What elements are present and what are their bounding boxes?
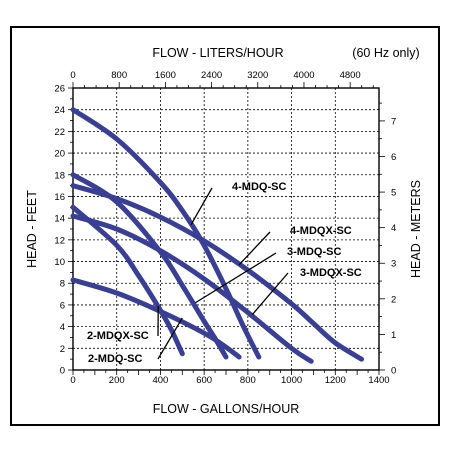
label-2-mdq-sc: 2-MDQ-SC xyxy=(88,353,142,365)
top-tick-label: 0 xyxy=(70,70,75,81)
top-tick-label: 4800 xyxy=(340,70,361,81)
x-tick-label: 1200 xyxy=(325,375,346,386)
curve-2-mdqx-sc xyxy=(70,204,185,357)
y-tick-label: 18 xyxy=(54,170,65,181)
label-2-mdqx-sc: 2-MDQX-SC xyxy=(87,330,149,342)
leader-4-mdqx-sc xyxy=(238,231,271,266)
x-tick-label: 0 xyxy=(70,375,75,386)
y-tick-label: 10 xyxy=(54,257,65,268)
curve-3-mdqx-sc xyxy=(70,213,314,364)
pump-curves xyxy=(70,107,364,364)
curve-4-mdq-sc xyxy=(70,107,262,360)
frequency-note: (60 Hz only) xyxy=(352,46,419,60)
leader-4-mdq-sc xyxy=(190,187,213,225)
right-tick-label: 5 xyxy=(391,188,396,199)
y-tick-label: 2 xyxy=(60,344,65,355)
leader-3-mdqx-sc xyxy=(251,272,289,316)
top-tick-label: 1600 xyxy=(155,70,176,81)
top-tick-label: 4000 xyxy=(293,70,314,81)
right-tick-label: 0 xyxy=(391,366,396,377)
right-tick-label: 2 xyxy=(391,294,396,305)
chart-frame xyxy=(10,26,440,426)
x-tick-label: 200 xyxy=(109,375,125,386)
left-axis-title: HEAD - FEET xyxy=(25,190,39,268)
y-tick-label: 14 xyxy=(54,214,65,225)
bottom-axis-title: FLOW - GALLONS/HOUR xyxy=(153,402,300,416)
top-tick-label: 2400 xyxy=(201,70,222,81)
curve-labels: 4-MDQ-SC 4-MDQX-SC 3-MDQ-SC 3-MDQX-SC 2-MDQX… xyxy=(87,181,362,365)
x-tick-label: 800 xyxy=(240,375,256,386)
right-tick-label: 3 xyxy=(391,259,396,270)
y-tick-label: 16 xyxy=(54,192,65,203)
y-tick-label: 6 xyxy=(60,300,65,311)
right-tick-label: 6 xyxy=(391,152,396,163)
label-3-mdq-sc: 3-MDQ-SC xyxy=(287,246,341,258)
y-tick-label: 20 xyxy=(54,149,65,160)
y-tick-label: 26 xyxy=(54,84,65,95)
right-axis-title: HEAD - METERS xyxy=(409,180,423,278)
y-tick-label: 12 xyxy=(54,235,65,246)
y-tick-label: 24 xyxy=(54,105,65,116)
y-tick-label: 8 xyxy=(60,279,65,290)
y-tick-label: 22 xyxy=(54,127,65,138)
x-tick-label: 400 xyxy=(152,375,168,386)
y-tick-label: 4 xyxy=(60,322,65,333)
plot-area xyxy=(72,87,380,371)
label-4-mdq-sc: 4-MDQ-SC xyxy=(232,181,286,193)
axis-ticks: 0 200 400 600 800 1000 1200 1400024681012141618… xyxy=(54,70,396,386)
top-axis-title: FLOW - LITERS/HOUR xyxy=(152,46,283,60)
top-tick-label: 800 xyxy=(111,70,127,81)
top-tick-label: 3200 xyxy=(247,70,268,81)
leader-2-mdq-sc xyxy=(157,317,183,360)
x-tick-label: 1400 xyxy=(368,375,389,386)
curve-2-mdq-sc xyxy=(70,277,242,360)
label-4-mdqx-sc: 4-MDQX-SC xyxy=(290,225,352,237)
right-tick-label: 7 xyxy=(391,116,396,127)
y-tick-label: 0 xyxy=(60,366,65,377)
right-tick-label: 1 xyxy=(391,330,396,341)
label-3-mdqx-sc: 3-MDQX-SC xyxy=(300,267,362,279)
x-tick-label: 1000 xyxy=(281,375,302,386)
x-tick-label: 600 xyxy=(196,375,212,386)
right-tick-label: 4 xyxy=(391,223,396,234)
leader-3-mdq-sc xyxy=(195,252,277,304)
